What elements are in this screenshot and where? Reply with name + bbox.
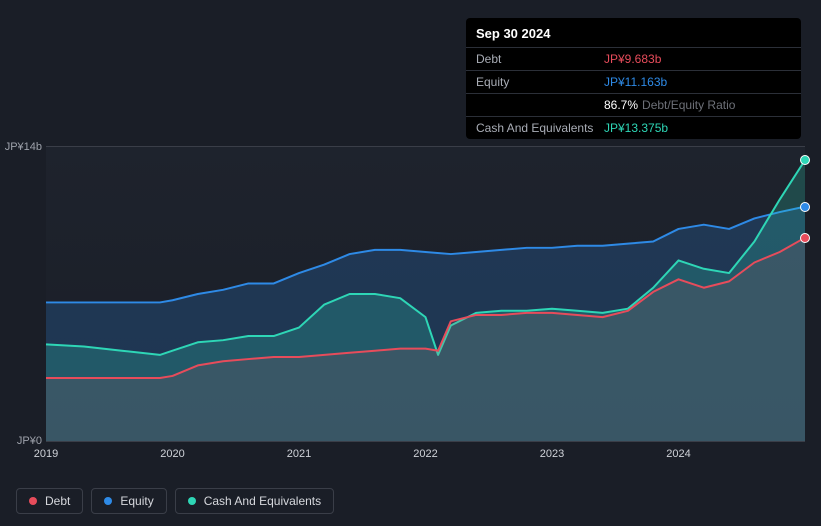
end-marker-equity (800, 202, 810, 212)
x-tick: 2024 (666, 448, 690, 460)
tooltip-row-label: Equity (476, 75, 604, 89)
tooltip-row-secondary: Debt/Equity Ratio (642, 98, 735, 112)
legend-item-cash-and-equivalents[interactable]: Cash And Equivalents (175, 488, 334, 514)
x-tick: 2023 (540, 448, 564, 460)
end-marker-cash-and-equivalents (800, 155, 810, 165)
x-tick: 2020 (160, 448, 184, 460)
financial-chart: JP¥14b JP¥0 2019 2020 2021 2022 2023 2024 (16, 122, 805, 512)
legend-label: Debt (45, 494, 70, 508)
chart-svg (46, 147, 805, 441)
legend-item-equity[interactable]: Equity (91, 488, 166, 514)
y-axis-max-label: JP¥14b (5, 141, 46, 153)
legend-item-debt[interactable]: Debt (16, 488, 83, 514)
legend-label: Cash And Equivalents (204, 494, 321, 508)
tooltip-row-value: JP¥9.683b (604, 52, 661, 66)
x-axis: 201920202021202220232024 (46, 448, 805, 468)
legend-label: Equity (120, 494, 153, 508)
tooltip-row-label: Debt (476, 52, 604, 66)
tooltip-row-label (476, 98, 604, 112)
chart-plot-area[interactable]: JP¥14b JP¥0 (46, 146, 805, 442)
x-tick: 2021 (287, 448, 311, 460)
tooltip-row-value: 86.7% (604, 98, 638, 112)
chart-tooltip: Sep 30 2024 DebtJP¥9.683bEquityJP¥11.163… (466, 18, 801, 139)
y-axis-min-label: JP¥0 (17, 435, 46, 447)
end-marker-debt (800, 233, 810, 243)
tooltip-row-value: JP¥11.163b (604, 75, 667, 89)
tooltip-date: Sep 30 2024 (466, 18, 801, 47)
x-tick: 2022 (413, 448, 437, 460)
tooltip-row: 86.7% Debt/Equity Ratio (466, 93, 801, 116)
tooltip-row: EquityJP¥11.163b (466, 70, 801, 93)
chart-legend: Debt Equity Cash And Equivalents (16, 488, 334, 514)
x-tick: 2019 (34, 448, 58, 460)
tooltip-row: DebtJP¥9.683b (466, 47, 801, 70)
legend-dot-icon (104, 497, 112, 505)
legend-dot-icon (188, 497, 196, 505)
legend-dot-icon (29, 497, 37, 505)
